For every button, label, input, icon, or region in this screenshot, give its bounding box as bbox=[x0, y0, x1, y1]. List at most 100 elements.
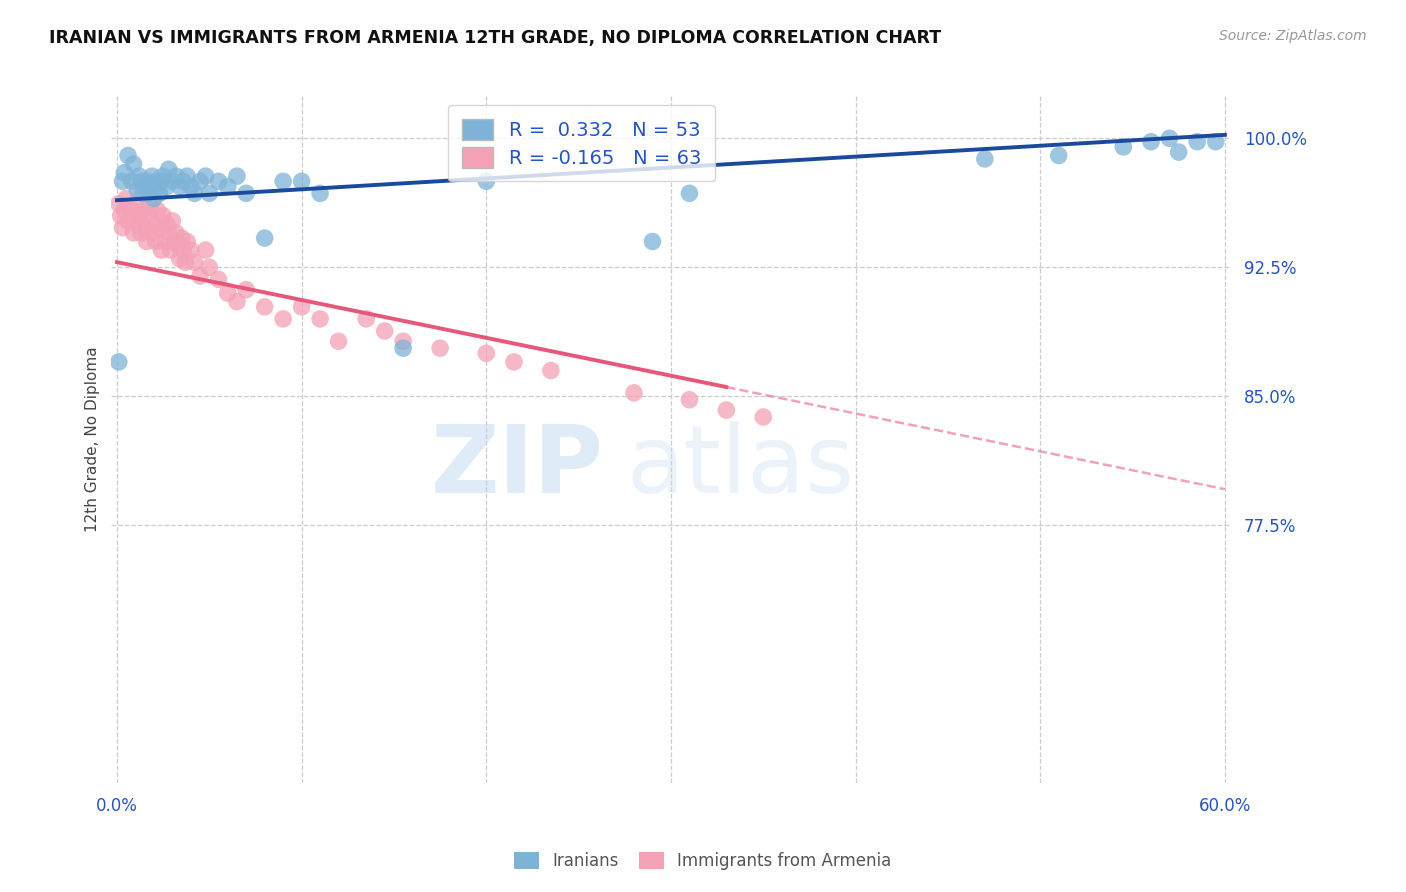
Point bbox=[141, 226, 163, 240]
Point bbox=[142, 217, 165, 231]
Point bbox=[392, 334, 415, 349]
Point bbox=[148, 186, 170, 201]
Point bbox=[198, 186, 221, 201]
Point bbox=[271, 174, 294, 188]
Point bbox=[1112, 140, 1135, 154]
Point bbox=[180, 179, 202, 194]
Point bbox=[1185, 135, 1208, 149]
Point bbox=[132, 203, 155, 218]
Point bbox=[150, 174, 173, 188]
Point bbox=[127, 217, 149, 231]
Point bbox=[107, 355, 129, 369]
Point bbox=[217, 179, 239, 194]
Point bbox=[271, 312, 294, 326]
Point bbox=[354, 312, 377, 326]
Point bbox=[1159, 131, 1181, 145]
Point bbox=[165, 169, 187, 183]
Point bbox=[180, 243, 202, 257]
Point bbox=[194, 243, 217, 257]
Point bbox=[235, 186, 257, 201]
Point bbox=[475, 174, 498, 188]
Point bbox=[122, 157, 145, 171]
Point bbox=[146, 203, 169, 218]
Point bbox=[117, 214, 139, 228]
Point bbox=[152, 169, 174, 183]
Point bbox=[172, 243, 194, 257]
Point bbox=[176, 169, 198, 183]
Point bbox=[134, 179, 156, 194]
Point bbox=[1205, 135, 1227, 149]
Point bbox=[641, 235, 664, 249]
Point bbox=[139, 179, 162, 194]
Point bbox=[188, 268, 211, 283]
Point bbox=[112, 203, 135, 218]
Point bbox=[1140, 135, 1163, 149]
Point bbox=[235, 283, 257, 297]
Point bbox=[716, 403, 738, 417]
Point bbox=[217, 286, 239, 301]
Point bbox=[253, 300, 276, 314]
Point bbox=[145, 235, 167, 249]
Point bbox=[121, 209, 143, 223]
Point bbox=[135, 174, 157, 188]
Point bbox=[176, 235, 198, 249]
Point bbox=[117, 148, 139, 162]
Point bbox=[678, 186, 700, 201]
Point bbox=[475, 346, 498, 360]
Point bbox=[162, 214, 184, 228]
Point bbox=[138, 209, 160, 223]
Text: atlas: atlas bbox=[626, 421, 855, 513]
Point bbox=[111, 220, 134, 235]
Point bbox=[623, 385, 645, 400]
Point bbox=[309, 186, 332, 201]
Point bbox=[169, 252, 191, 266]
Point bbox=[1167, 145, 1189, 159]
Point bbox=[678, 392, 700, 407]
Point bbox=[146, 179, 169, 194]
Point bbox=[129, 226, 152, 240]
Point bbox=[374, 324, 396, 338]
Point bbox=[156, 217, 179, 231]
Point bbox=[159, 243, 181, 257]
Text: ZIP: ZIP bbox=[430, 421, 603, 513]
Point bbox=[142, 192, 165, 206]
Point bbox=[122, 226, 145, 240]
Point bbox=[170, 231, 193, 245]
Point bbox=[429, 341, 451, 355]
Point bbox=[128, 209, 150, 223]
Point bbox=[157, 162, 180, 177]
Point bbox=[309, 312, 332, 326]
Point bbox=[118, 200, 141, 214]
Legend: R =  0.332   N = 53, R = -0.165   N = 63: R = 0.332 N = 53, R = -0.165 N = 63 bbox=[449, 105, 714, 181]
Point bbox=[165, 226, 187, 240]
Point bbox=[207, 272, 229, 286]
Y-axis label: 12th Grade, No Diploma: 12th Grade, No Diploma bbox=[86, 346, 100, 533]
Point bbox=[153, 235, 176, 249]
Point bbox=[253, 231, 276, 245]
Point bbox=[141, 169, 163, 183]
Point bbox=[156, 179, 179, 194]
Point bbox=[183, 186, 205, 201]
Point bbox=[540, 363, 562, 377]
Point bbox=[188, 174, 211, 188]
Point bbox=[291, 300, 314, 314]
Point bbox=[194, 169, 217, 183]
Point bbox=[198, 260, 221, 275]
Point bbox=[291, 174, 314, 188]
Point bbox=[132, 186, 155, 201]
Point bbox=[169, 179, 191, 194]
Point bbox=[226, 169, 249, 183]
Point bbox=[152, 209, 174, 223]
Point bbox=[129, 174, 152, 188]
Point bbox=[127, 183, 149, 197]
Point bbox=[503, 355, 526, 369]
Point bbox=[110, 209, 132, 223]
Point bbox=[128, 169, 150, 183]
Point bbox=[157, 226, 180, 240]
Point bbox=[162, 174, 184, 188]
Point bbox=[111, 174, 134, 188]
Point bbox=[174, 255, 197, 269]
Point bbox=[148, 220, 170, 235]
Point bbox=[172, 174, 194, 188]
Point bbox=[145, 174, 167, 188]
